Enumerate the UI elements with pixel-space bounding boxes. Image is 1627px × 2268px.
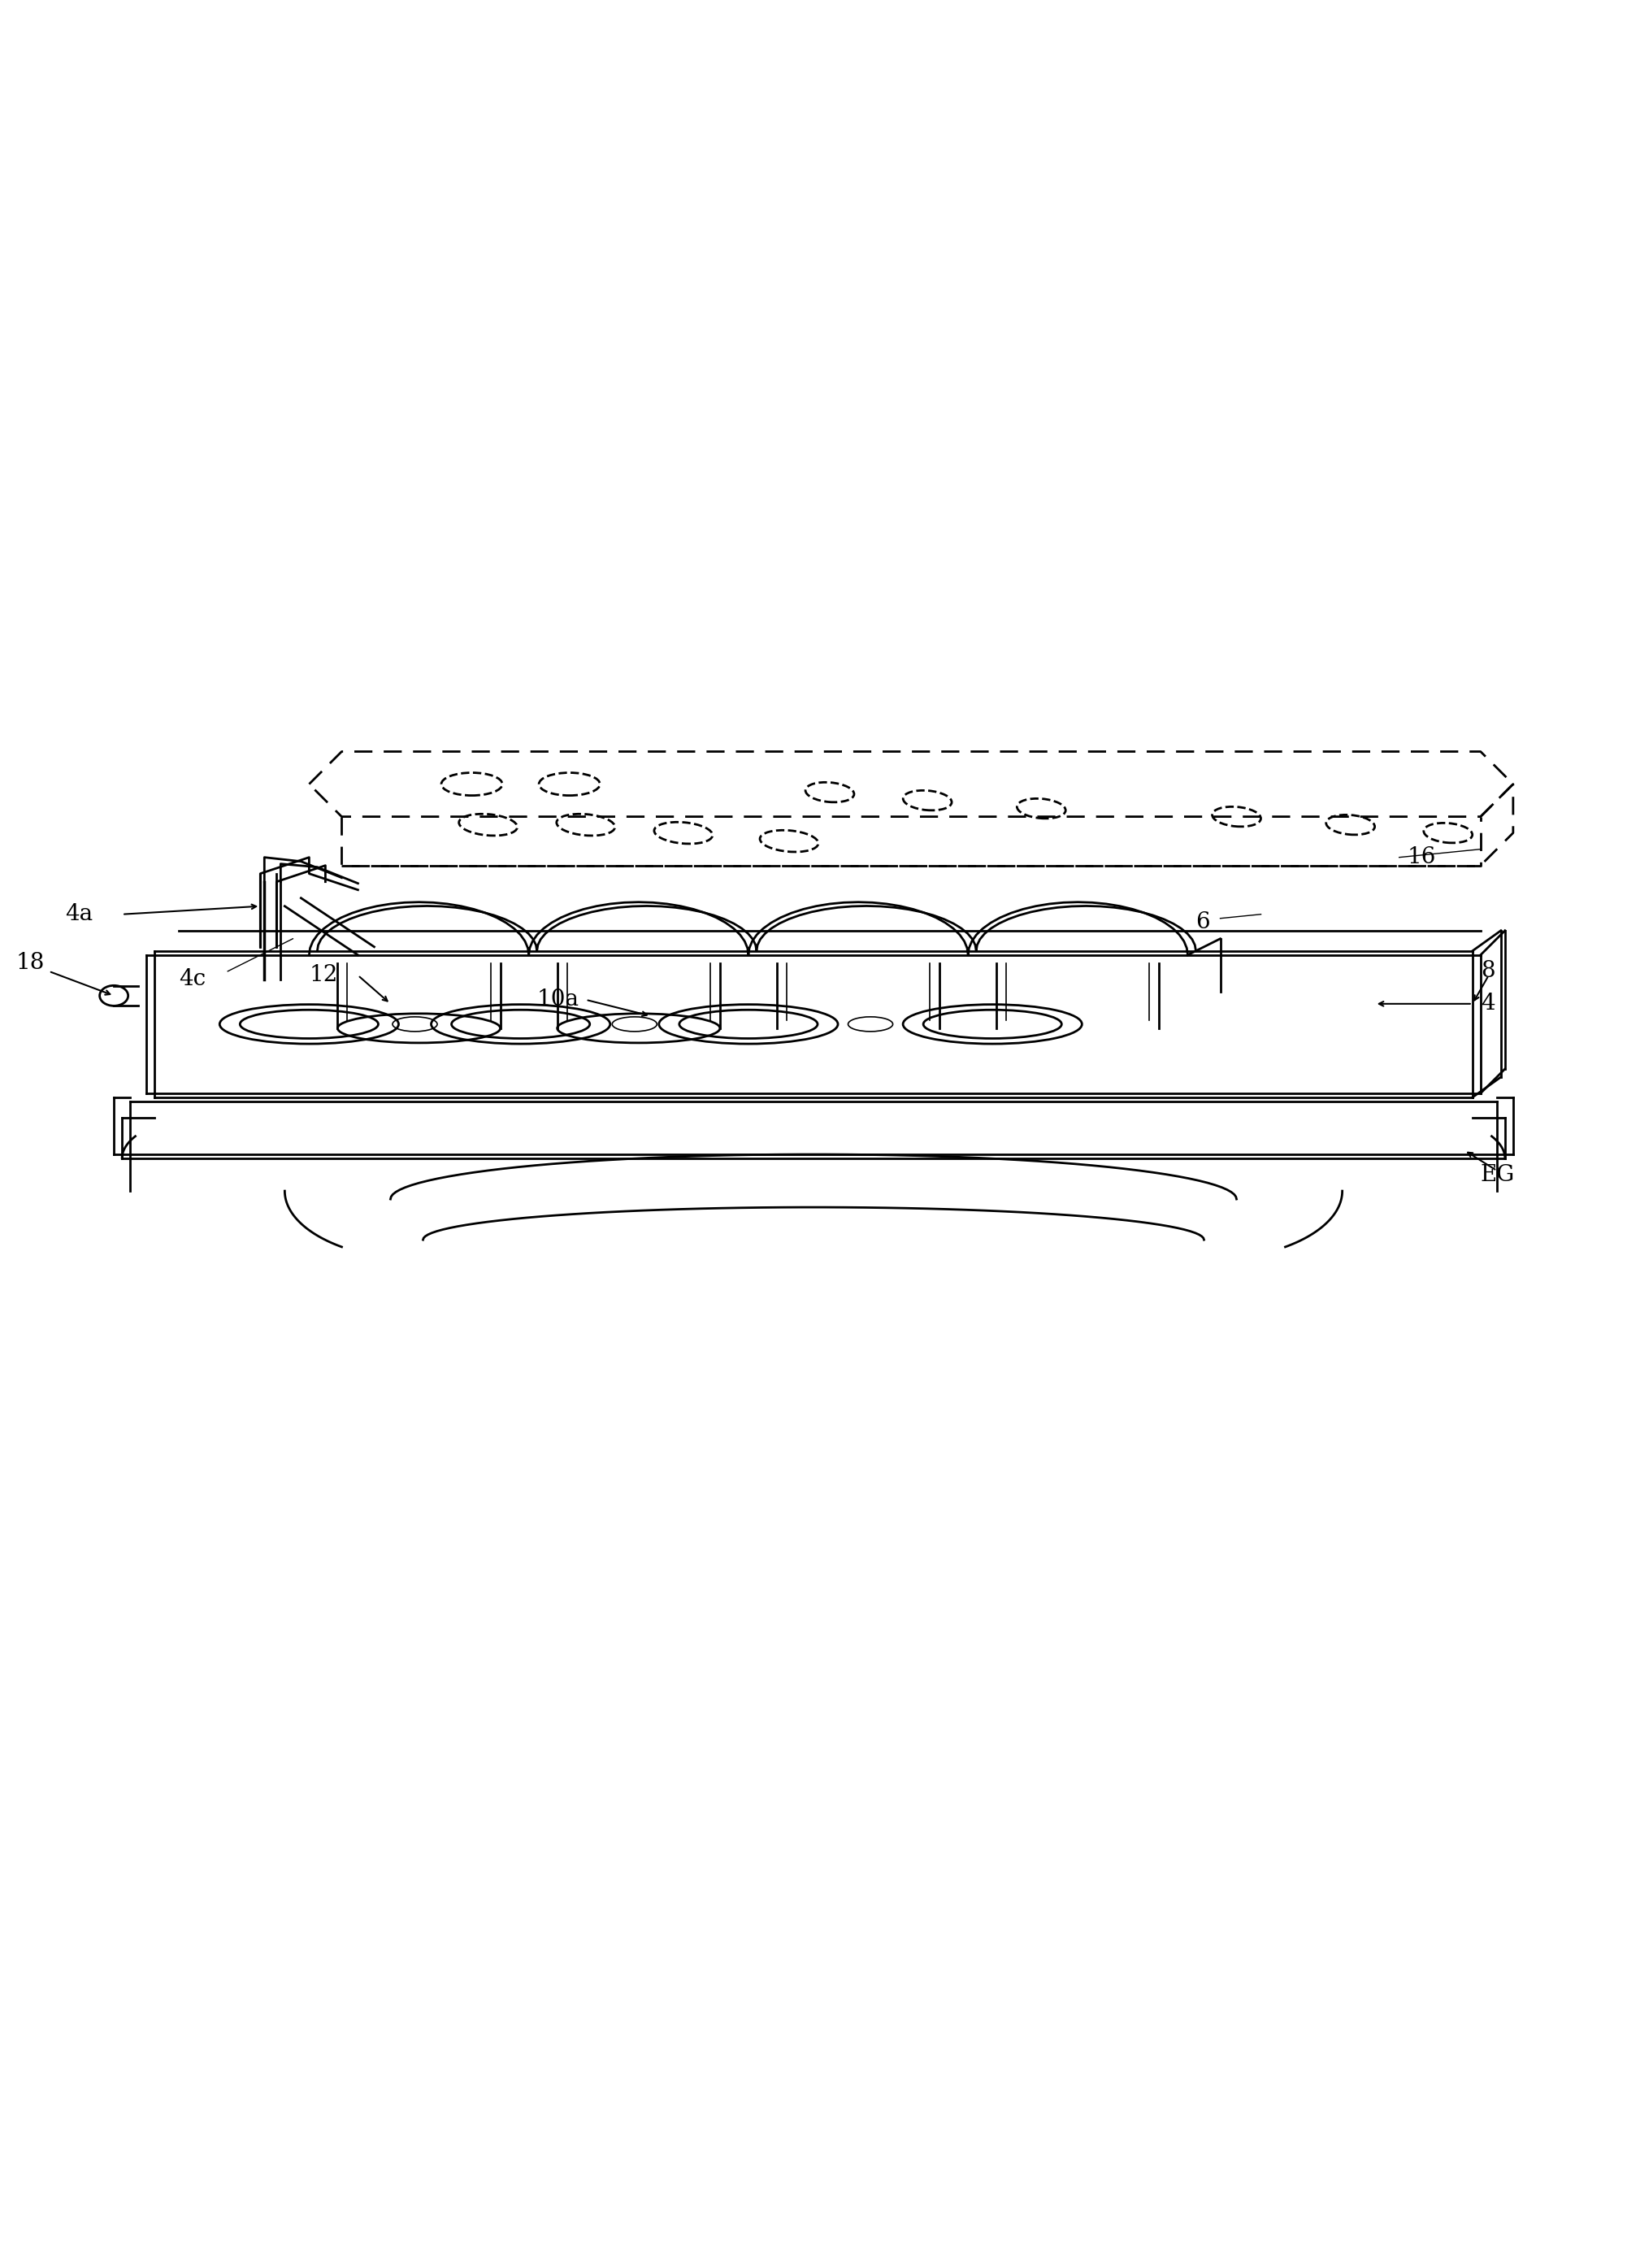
Text: 10a: 10a [537,989,579,1012]
Text: 8: 8 [1481,959,1495,982]
Text: 6: 6 [1196,912,1210,934]
Text: 18: 18 [16,953,46,973]
Text: 16: 16 [1407,846,1437,869]
Text: 12: 12 [309,964,338,987]
Text: EG: EG [1481,1163,1515,1186]
Text: 4c: 4c [179,968,207,991]
Text: 4a: 4a [65,903,93,925]
Text: 4: 4 [1481,993,1495,1014]
